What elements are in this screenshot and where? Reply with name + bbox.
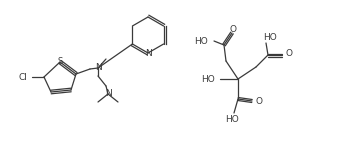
Text: N: N xyxy=(145,49,151,59)
Text: S: S xyxy=(57,57,63,65)
Text: HO: HO xyxy=(194,36,208,46)
Text: O: O xyxy=(256,97,263,106)
Text: HO: HO xyxy=(201,75,215,84)
Text: Cl: Cl xyxy=(18,73,27,81)
Text: N: N xyxy=(94,63,101,73)
Text: O: O xyxy=(286,49,293,59)
Text: O: O xyxy=(229,24,237,33)
Text: N: N xyxy=(105,89,112,98)
Text: HO: HO xyxy=(263,33,277,43)
Text: HO: HO xyxy=(225,114,239,124)
